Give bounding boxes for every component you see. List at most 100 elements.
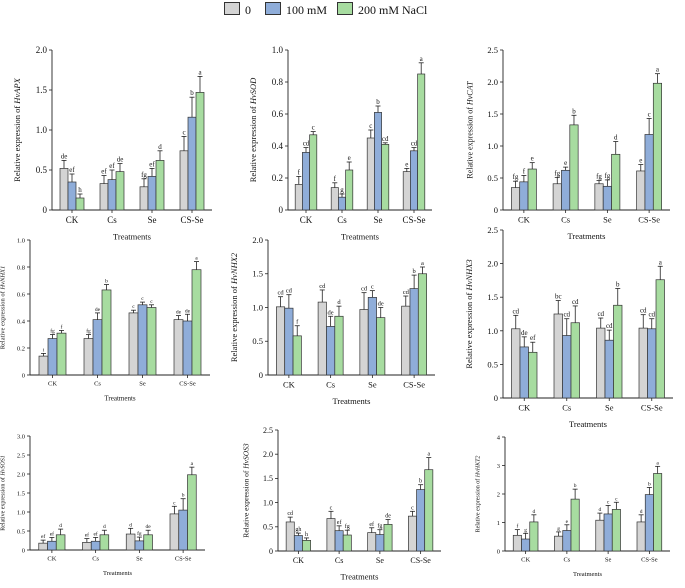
x-tick-label: CS-Se xyxy=(641,403,663,413)
bar xyxy=(611,153,621,211)
y-tick-label: 0.2 xyxy=(17,345,25,352)
significance-letter: cd xyxy=(319,283,326,290)
y-axis-title: Relative expression of HvNHX1 xyxy=(0,266,6,350)
y-tick-label: 0.2 xyxy=(272,173,283,183)
bar xyxy=(562,335,572,399)
x-tick-label: CK xyxy=(66,215,79,225)
significance-letter: c xyxy=(607,499,610,505)
significance-letter: cd xyxy=(277,290,284,297)
significance-letter: ef xyxy=(41,533,45,540)
bar xyxy=(326,326,336,376)
y-tick-label: 2.5 xyxy=(263,426,273,435)
bar xyxy=(92,319,103,376)
bar xyxy=(59,168,69,211)
x-axis-title: Treatments xyxy=(573,571,602,578)
y-tick-label: 0.5 xyxy=(252,336,263,346)
bar xyxy=(553,313,563,399)
significance-letter: f xyxy=(296,319,299,326)
significance-letter: h xyxy=(305,532,308,538)
bar xyxy=(187,474,197,551)
y-tick-label: 1.0 xyxy=(272,45,284,55)
x-axis-title: Treatments xyxy=(568,231,606,241)
x-tick-label: Se xyxy=(368,380,377,390)
significance-letter: f xyxy=(61,323,63,330)
significance-letter: a xyxy=(420,55,424,63)
x-tick-label: CK xyxy=(521,557,530,564)
significance-letter: b xyxy=(572,107,576,115)
x-tick-label: Cs xyxy=(561,215,570,225)
significance-letter: a xyxy=(421,260,424,267)
bar xyxy=(401,305,411,376)
bar xyxy=(179,150,189,211)
x-tick-label: Se xyxy=(374,215,383,225)
significance-letter: fg xyxy=(345,523,350,530)
chart-panel: 00.51.01.52.0deefhCKefefdeCsfgefdSecbaCS… xyxy=(12,45,212,242)
significance-letter: c xyxy=(182,128,185,136)
legend-swatch-100 xyxy=(265,2,281,15)
bar xyxy=(561,169,571,211)
significance-letter: d xyxy=(337,299,341,306)
significance-letter: cd xyxy=(563,311,570,319)
significance-letter: c xyxy=(132,304,135,310)
bar xyxy=(554,535,564,552)
x-tick-label: CS-Se xyxy=(410,556,431,565)
bar xyxy=(644,494,654,552)
significance-letter: e xyxy=(405,160,408,168)
x-tick-label: CK xyxy=(283,380,296,390)
x-tick-label: Cs xyxy=(94,381,101,388)
bar xyxy=(375,534,385,552)
bar xyxy=(570,498,580,552)
bar xyxy=(613,304,623,399)
significance-letter: g xyxy=(340,186,344,194)
y-tick-label: 4 xyxy=(497,434,501,441)
legend-label: 100 mM xyxy=(286,3,328,17)
x-axis-title: Treatments xyxy=(341,572,379,582)
significance-letter: b xyxy=(182,493,185,499)
bar xyxy=(125,533,136,551)
bar xyxy=(292,335,302,376)
bar xyxy=(644,134,654,211)
y-tick-label: 0 xyxy=(269,547,273,556)
y-tick-label: 1.0 xyxy=(487,326,498,336)
y-tick-label: 0 xyxy=(279,205,284,215)
y-tick-label: 0.5 xyxy=(17,528,25,535)
y-axis-title: Relative expression of HvSOD xyxy=(248,77,258,182)
significance-letter: e xyxy=(348,154,351,162)
x-tick-label: Se xyxy=(605,403,614,413)
x-tick-label: CS-Se xyxy=(638,215,660,225)
significance-letter: i xyxy=(43,347,45,353)
bar xyxy=(366,137,375,211)
significance-letter: cd xyxy=(286,288,293,295)
bar xyxy=(293,535,303,552)
bar xyxy=(636,521,646,552)
y-axis-title: Relative expression of HvNHX3 xyxy=(464,259,474,368)
bar xyxy=(594,183,604,211)
x-tick-label: Se xyxy=(136,556,143,563)
bar xyxy=(155,160,165,211)
bar xyxy=(512,534,522,552)
x-tick-label: CK xyxy=(47,556,56,563)
bar xyxy=(334,315,344,376)
bar xyxy=(367,532,377,552)
chart-panel: 00.51.01.52.02.5cddeefCKbccdcdCscdcdbSec… xyxy=(464,225,673,429)
x-tick-label: Cs xyxy=(107,215,117,225)
bar xyxy=(345,169,354,211)
y-tick-label: 1.5 xyxy=(36,85,48,95)
significance-letter: cd xyxy=(648,311,655,319)
bar xyxy=(99,183,109,211)
significance-letter: c xyxy=(371,284,374,291)
significance-letter: de xyxy=(328,309,334,316)
significance-letter: cd xyxy=(403,289,410,296)
bar xyxy=(137,304,148,376)
x-tick-label: Cs xyxy=(562,403,571,413)
significance-letter: de xyxy=(185,308,191,314)
bar xyxy=(334,530,344,552)
bar xyxy=(602,185,612,211)
x-axis-title: Treatments xyxy=(104,395,136,403)
significance-letter: fg xyxy=(513,173,519,181)
y-tick-label: 0.4 xyxy=(17,318,26,325)
y-tick-label: 0 xyxy=(259,370,263,380)
bar xyxy=(570,322,580,399)
bar xyxy=(107,179,117,211)
bar xyxy=(56,332,67,376)
